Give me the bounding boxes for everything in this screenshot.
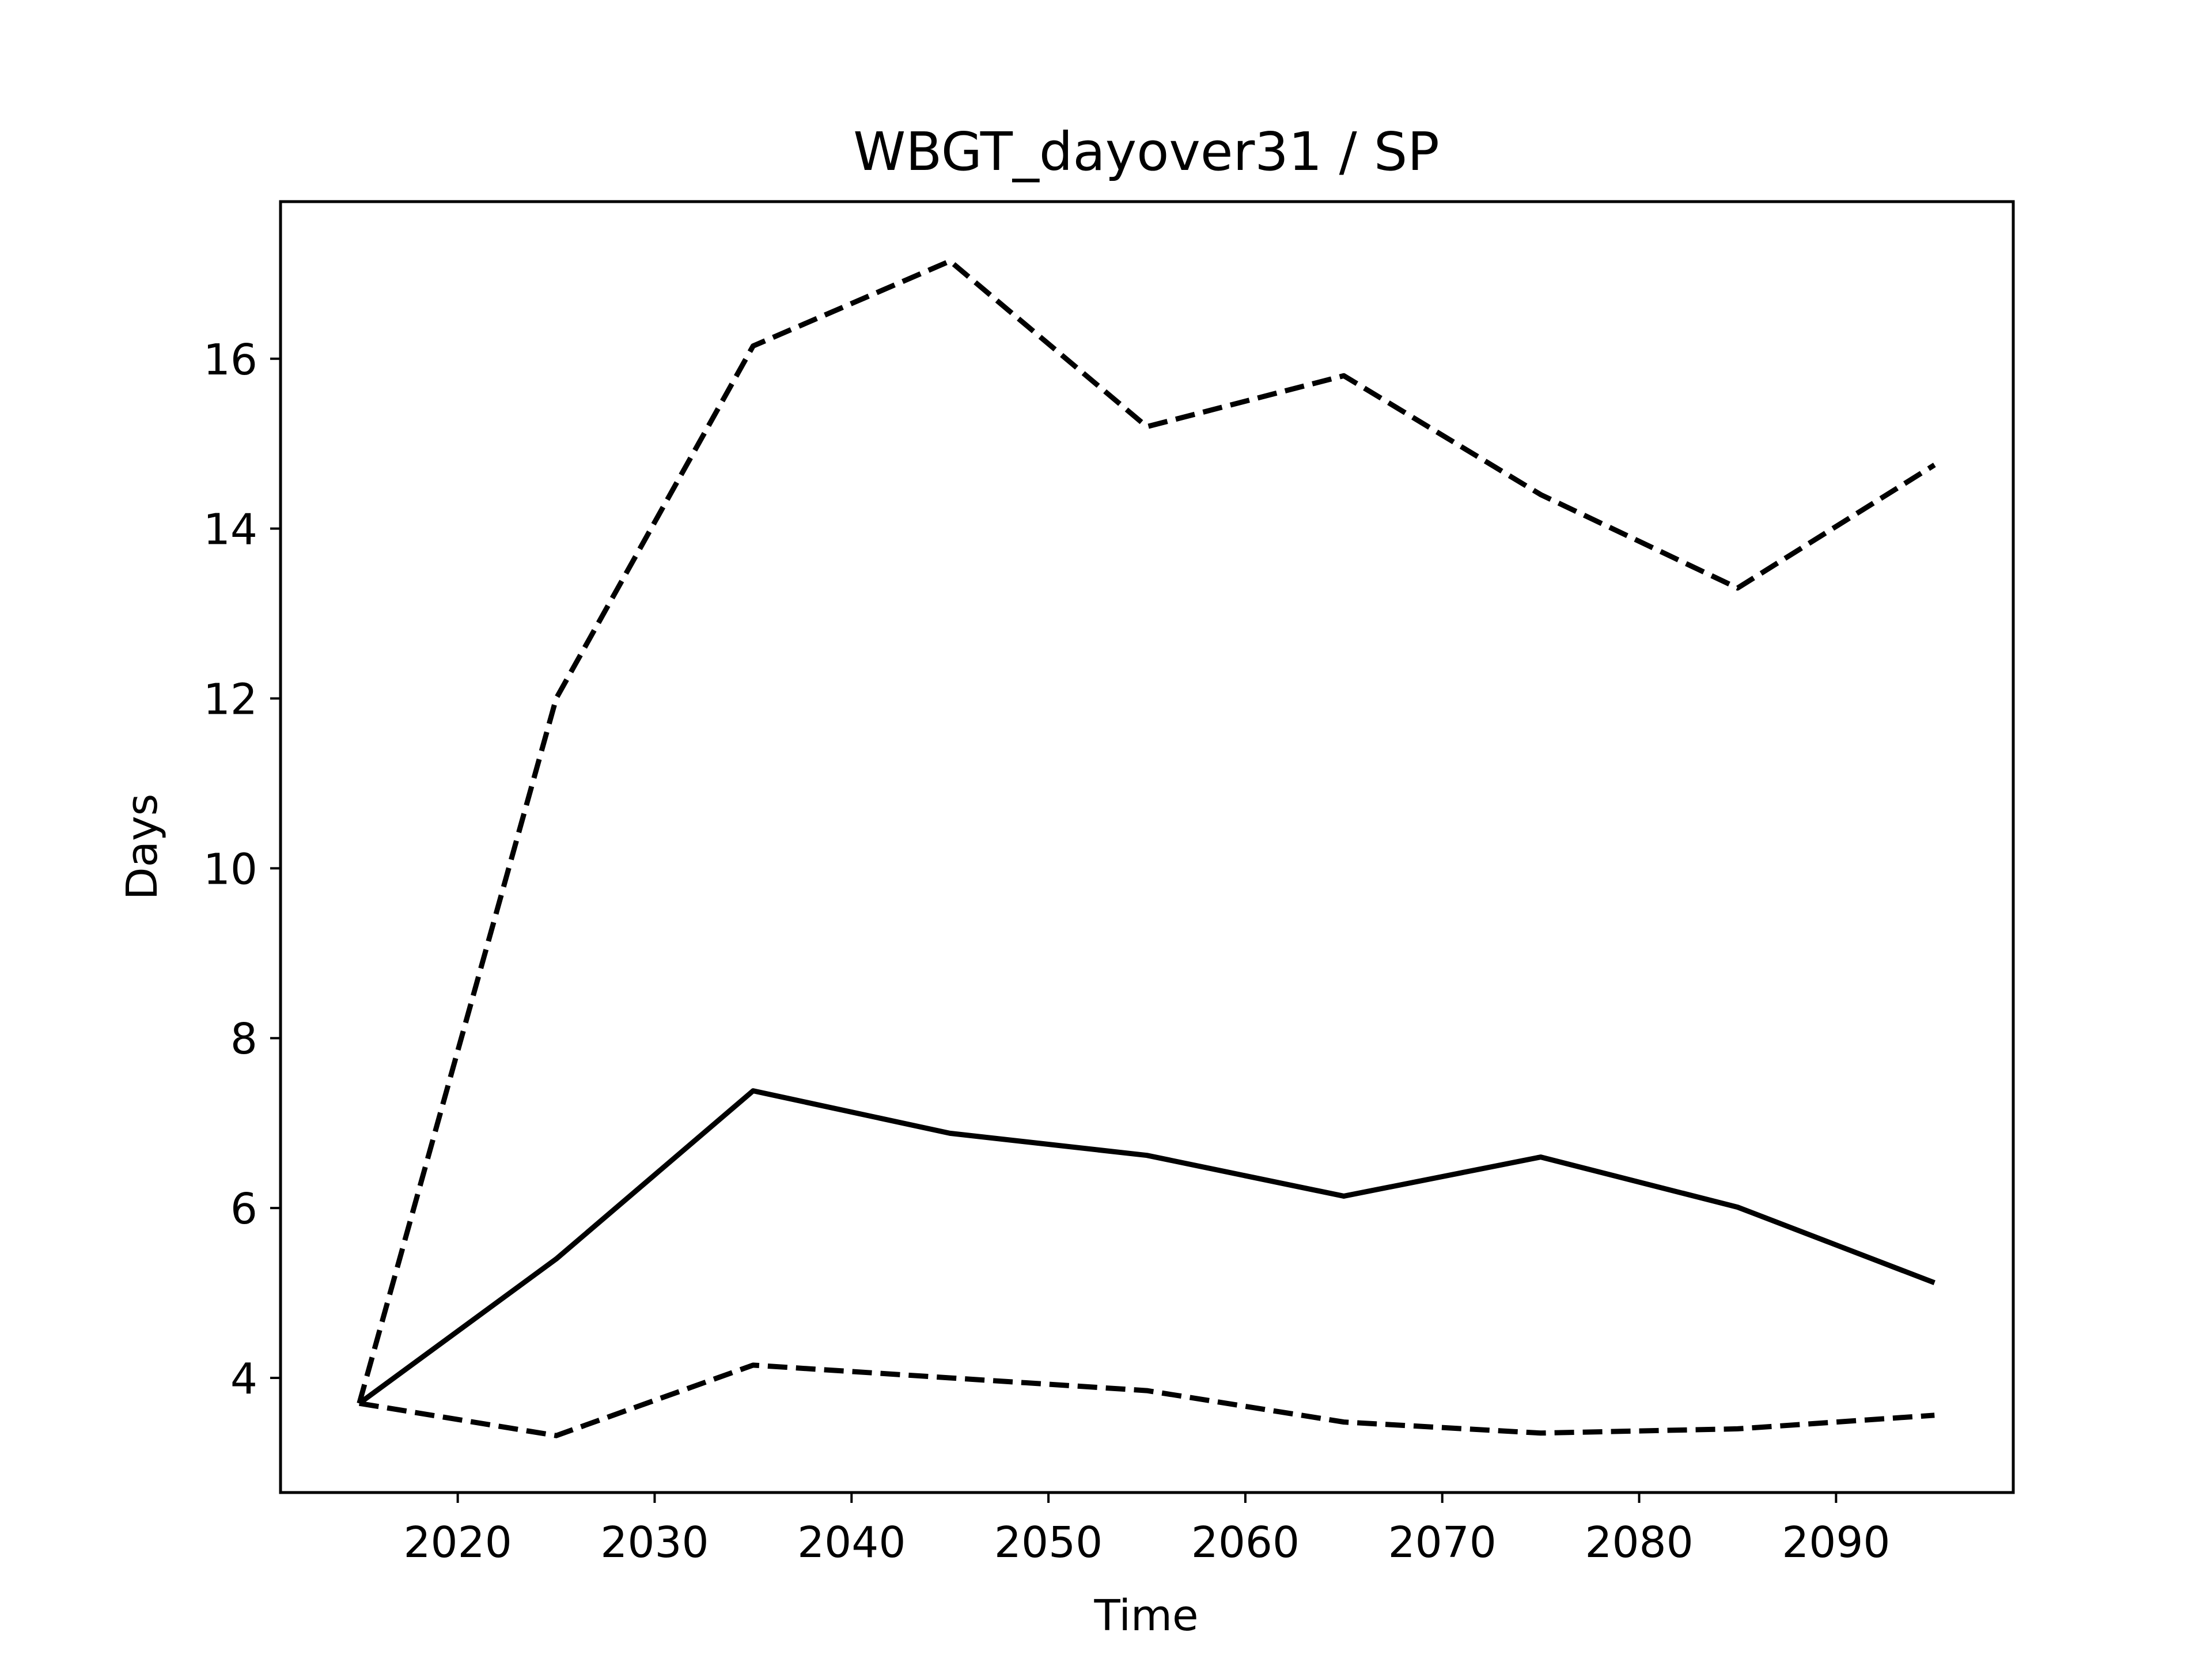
y-tick-label: 12 [203,675,257,724]
y-tick-label: 14 [203,505,257,555]
series-line-2 [358,1088,1936,1406]
y-axis-label: Days [118,794,167,900]
y-tick-label: 10 [203,844,257,894]
x-tick-label: 2040 [797,1518,906,1567]
x-tick-label: 2090 [1782,1518,1890,1567]
x-tick-label: 2060 [1191,1518,1300,1567]
x-tick-label: 2030 [600,1518,709,1567]
plot-frame [279,200,2015,1494]
y-axis-ticks: 4 6 8 10 12 14 16 [203,335,281,1404]
y-tick-label: 4 [230,1354,257,1404]
y-tick-label: 8 [230,1014,257,1064]
chart-title: WBGT_dayover31 / SP [853,121,1439,183]
x-tick-label: 2070 [1388,1518,1497,1567]
x-axis-label: Time [1093,1591,1198,1641]
x-tick-label: 2080 [1585,1518,1693,1567]
x-axis-ticks: 2020 2030 2040 2050 2060 2070 2080 2090 [403,1493,1891,1567]
series-line-1 [357,258,1936,1404]
series-line-3 [358,1362,1935,1438]
x-tick-label: 2050 [994,1518,1103,1567]
y-tick-label: 6 [230,1184,257,1234]
series-lines [357,258,1936,1438]
x-tick-label: 2020 [403,1518,512,1567]
y-tick-label: 16 [203,335,257,385]
